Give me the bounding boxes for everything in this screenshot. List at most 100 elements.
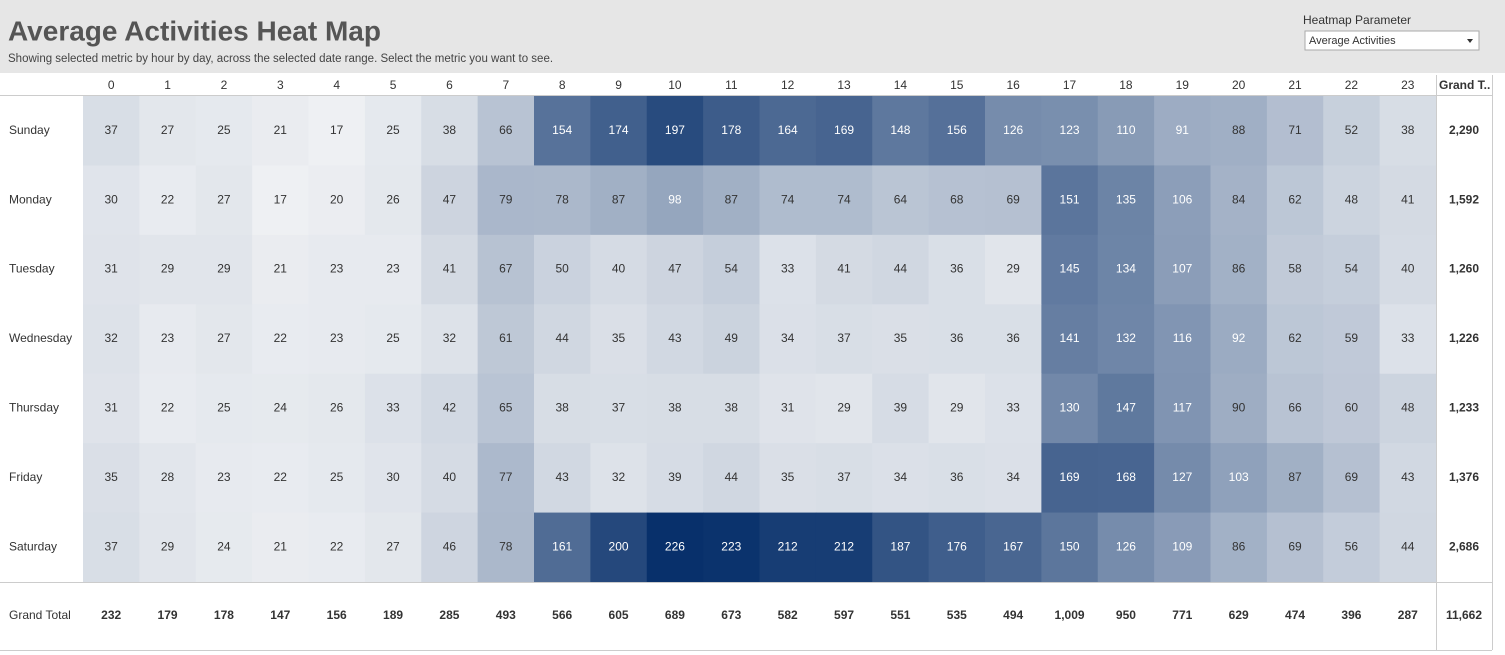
heat-cell xyxy=(928,96,986,166)
cell-label: 87 xyxy=(612,192,626,206)
cell-label: 107 xyxy=(1172,262,1192,276)
heat-cell xyxy=(83,443,140,514)
cell-label: 46 xyxy=(443,539,457,553)
cell-label: 44 xyxy=(725,470,739,484)
cell-label: 74 xyxy=(781,192,795,206)
heat-cell xyxy=(646,443,704,514)
cell-label: 24 xyxy=(274,401,288,415)
heat-cell xyxy=(364,165,422,236)
cell-label: 69 xyxy=(1007,192,1021,206)
heat-cell xyxy=(421,165,479,236)
cell-label: 88 xyxy=(1232,123,1246,137)
heat-cell xyxy=(815,443,873,514)
heat-cell xyxy=(759,165,817,236)
cell-label: 33 xyxy=(1007,401,1021,415)
cell-label: 68 xyxy=(950,192,964,206)
cell-label: 30 xyxy=(105,192,119,206)
column-total: 147 xyxy=(270,608,290,622)
heat-cell xyxy=(1041,234,1099,305)
row-total: 1,376 xyxy=(1449,470,1479,484)
cell-label: 38 xyxy=(1401,123,1415,137)
cell-label: 44 xyxy=(894,262,908,276)
cell-label: 41 xyxy=(837,262,851,276)
heat-cell xyxy=(1097,373,1155,444)
heat-cell xyxy=(703,96,760,166)
parameter-label: Heatmap Parameter xyxy=(1303,13,1411,27)
x-tick-label: 1 xyxy=(164,78,171,92)
heat-cell xyxy=(590,96,648,166)
cell-label: 66 xyxy=(499,123,513,137)
cell-label: 79 xyxy=(499,192,513,206)
cell-label: 156 xyxy=(947,123,967,137)
heat-cell xyxy=(421,443,479,514)
row-total: 1,233 xyxy=(1449,401,1479,415)
cell-label: 40 xyxy=(443,470,457,484)
column-total: 629 xyxy=(1229,608,1249,622)
cell-label: 212 xyxy=(834,539,854,553)
cell-label: 36 xyxy=(950,262,964,276)
cell-label: 29 xyxy=(161,539,175,553)
dropdown-box[interactable] xyxy=(1304,30,1480,51)
cell-label: 35 xyxy=(894,331,908,345)
parameter-dropdown[interactable]: Average Activities xyxy=(1304,30,1480,51)
cell-label: 223 xyxy=(721,539,741,553)
column-total: 287 xyxy=(1398,608,1418,622)
cell-label: 25 xyxy=(330,470,344,484)
heat-cell xyxy=(872,304,930,375)
dropdown-arrow[interactable] xyxy=(1467,39,1473,43)
heat-cell xyxy=(703,165,760,236)
heat-cell xyxy=(252,165,309,236)
cell-label: 84 xyxy=(1232,192,1246,206)
cell-label: 25 xyxy=(386,123,400,137)
cell-label: 29 xyxy=(217,262,231,276)
cell-label: 26 xyxy=(386,192,400,206)
cell-label: 98 xyxy=(668,192,682,206)
cell-label: 187 xyxy=(890,539,910,553)
heat-cell xyxy=(534,512,591,583)
dropdown-value[interactable]: Average Activities xyxy=(1309,35,1396,47)
heat-cell xyxy=(364,373,422,444)
heat-cell xyxy=(364,304,422,375)
x-tick-label: 5 xyxy=(390,78,397,92)
heat-cell xyxy=(985,96,1042,166)
heat-cell xyxy=(928,304,986,375)
cell-label: 44 xyxy=(556,331,570,345)
cell-label: 43 xyxy=(1401,470,1415,484)
cell-label: 34 xyxy=(781,331,795,345)
cell-label: 27 xyxy=(161,123,175,137)
cell-label: 32 xyxy=(105,331,119,345)
heat-cell xyxy=(1210,96,1268,166)
cell-label: 71 xyxy=(1288,123,1302,137)
heat-cell xyxy=(1323,165,1381,236)
cell-label: 34 xyxy=(1007,470,1021,484)
heatmap: 0 1 2 3 4 5 6 7 8 9 10 11 12 13 14 15 16 17 18 19 20 21 22 23 Gr… xyxy=(0,75,1493,651)
heat-cell xyxy=(308,373,366,444)
cell-label: 28 xyxy=(161,470,175,484)
column-total: 232 xyxy=(101,608,121,622)
column-total: 673 xyxy=(721,608,741,622)
heat-cell xyxy=(477,304,535,375)
cell-label: 91 xyxy=(1176,123,1190,137)
cell-label: 78 xyxy=(499,539,513,553)
cell-label: 86 xyxy=(1232,539,1246,553)
heat-cell xyxy=(421,96,479,166)
heat-cell xyxy=(1379,234,1437,305)
x-tick-label: 8 xyxy=(559,78,566,92)
heat-cell xyxy=(308,304,366,375)
heat-cell xyxy=(195,96,253,166)
cell-label: 22 xyxy=(274,331,288,345)
heat-cell xyxy=(1210,165,1268,236)
heat-cell xyxy=(421,304,479,375)
heat-cell xyxy=(872,512,930,583)
cell-label: 23 xyxy=(386,262,400,276)
x-tick-label: 15 xyxy=(950,78,964,92)
cell-label: 69 xyxy=(1345,470,1359,484)
cell-label: 50 xyxy=(556,262,570,276)
cell-label: 32 xyxy=(443,331,457,345)
heat-cell xyxy=(985,443,1042,514)
cell-label: 200 xyxy=(609,539,629,553)
heat-cell xyxy=(815,373,873,444)
heat-cell xyxy=(872,443,930,514)
cell-label: 174 xyxy=(609,123,629,137)
heat-cell xyxy=(1266,373,1324,444)
